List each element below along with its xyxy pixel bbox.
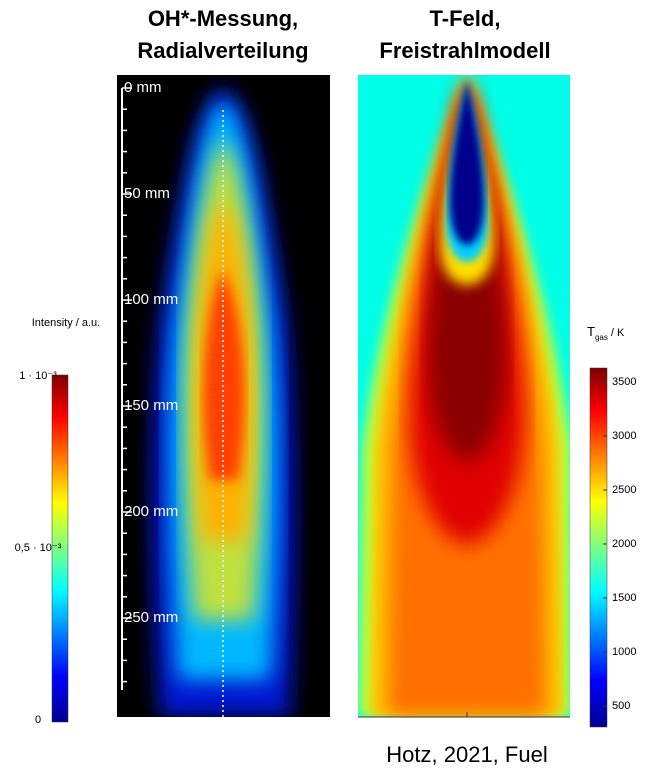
colorbar <box>51 374 69 723</box>
colorbar-label-symbol: T <box>587 324 595 339</box>
colorbar-label-unit: / K <box>611 327 625 339</box>
colorbar-label-subscript: gas <box>595 333 608 342</box>
scale-label: 150 mm <box>124 397 178 414</box>
scale-label: 250 mm <box>124 609 178 626</box>
colorbar-label: Intensity / a.u. <box>32 317 100 329</box>
colorbar-tick-label: 2000 <box>612 538 636 550</box>
colorbar-tick-label: 2500 <box>612 484 636 496</box>
temperature-image <box>358 75 570 717</box>
scale-bar: 0 mm 50 mm 100 mm 150 mm 200 mm 250 mm <box>121 79 178 690</box>
left-title: OH*-Messung, <box>148 6 298 31</box>
scale-label: 100 mm <box>124 291 178 308</box>
oh-image <box>117 75 330 717</box>
citation: Hotz, 2021, Fuel <box>386 742 547 767</box>
colorbar-tick-label: 1 · 10⁻³ <box>19 370 57 382</box>
colorbar-tick-label: 3000 <box>612 430 636 442</box>
colorbar <box>589 367 608 728</box>
right-title: Freistrahlmodell <box>379 38 550 63</box>
colorbar-tick-label: 500 <box>612 700 630 712</box>
scale-label: 200 mm <box>124 503 178 520</box>
colorbar-tick-label: 3500 <box>612 376 636 388</box>
left-title: Radialverteilung <box>137 38 308 63</box>
colorbar-tick-label: 1000 <box>612 646 636 658</box>
colorbar-tick-label: 0 <box>35 714 41 726</box>
colorbar-tick-label: 0,5 · 10⁻³ <box>15 542 62 554</box>
colorbar-tick-label: 1500 <box>612 592 636 604</box>
right-title: T-Feld, <box>430 6 501 31</box>
colorbar-label: Tgas / K <box>587 324 625 342</box>
scale-label: 0 mm <box>124 79 162 96</box>
scale-label: 50 mm <box>124 185 170 202</box>
